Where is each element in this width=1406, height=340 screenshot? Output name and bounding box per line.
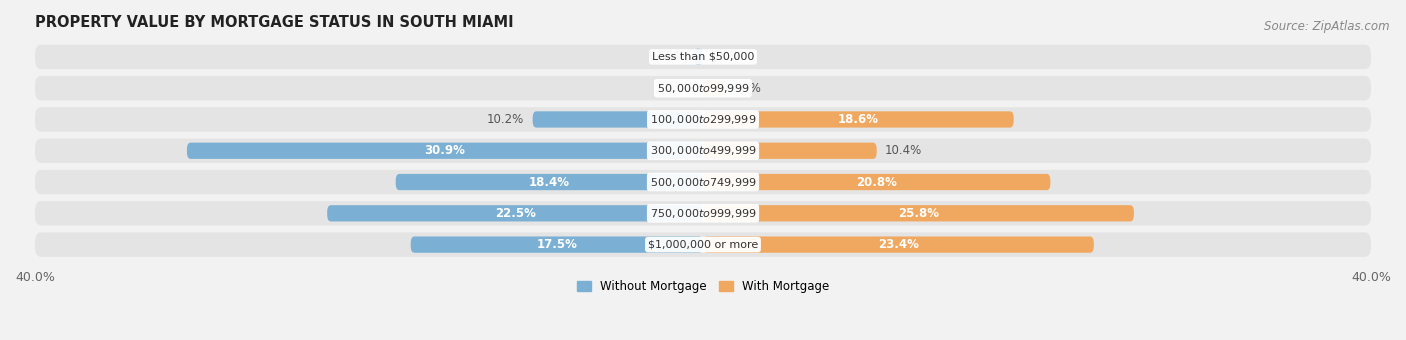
- FancyBboxPatch shape: [35, 76, 1371, 100]
- Text: 10.4%: 10.4%: [884, 144, 922, 157]
- Text: 25.8%: 25.8%: [898, 207, 939, 220]
- FancyBboxPatch shape: [703, 111, 1014, 128]
- Text: 0.0%: 0.0%: [665, 82, 695, 95]
- Text: 10.2%: 10.2%: [486, 113, 524, 126]
- FancyBboxPatch shape: [35, 138, 1371, 163]
- FancyBboxPatch shape: [187, 142, 703, 159]
- Text: 17.5%: 17.5%: [537, 238, 578, 251]
- FancyBboxPatch shape: [35, 233, 1371, 257]
- Text: $500,000 to $749,999: $500,000 to $749,999: [650, 175, 756, 189]
- FancyBboxPatch shape: [703, 205, 1133, 221]
- FancyBboxPatch shape: [693, 49, 703, 65]
- FancyBboxPatch shape: [328, 205, 703, 221]
- Text: Source: ZipAtlas.com: Source: ZipAtlas.com: [1264, 20, 1389, 33]
- FancyBboxPatch shape: [703, 80, 723, 96]
- Legend: Without Mortgage, With Mortgage: Without Mortgage, With Mortgage: [572, 276, 834, 298]
- Text: 18.6%: 18.6%: [838, 113, 879, 126]
- Text: 0.55%: 0.55%: [648, 50, 686, 63]
- Text: $100,000 to $299,999: $100,000 to $299,999: [650, 113, 756, 126]
- FancyBboxPatch shape: [35, 170, 1371, 194]
- Text: $750,000 to $999,999: $750,000 to $999,999: [650, 207, 756, 220]
- FancyBboxPatch shape: [533, 111, 703, 128]
- Text: 30.9%: 30.9%: [425, 144, 465, 157]
- Text: PROPERTY VALUE BY MORTGAGE STATUS IN SOUTH MIAMI: PROPERTY VALUE BY MORTGAGE STATUS IN SOU…: [35, 15, 513, 30]
- Text: 22.5%: 22.5%: [495, 207, 536, 220]
- Text: 20.8%: 20.8%: [856, 175, 897, 189]
- FancyBboxPatch shape: [703, 142, 877, 159]
- Text: 0.0%: 0.0%: [711, 50, 741, 63]
- FancyBboxPatch shape: [411, 237, 703, 253]
- Text: 23.4%: 23.4%: [877, 238, 920, 251]
- FancyBboxPatch shape: [395, 174, 703, 190]
- Text: $50,000 to $99,999: $50,000 to $99,999: [657, 82, 749, 95]
- Text: 18.4%: 18.4%: [529, 175, 569, 189]
- FancyBboxPatch shape: [35, 107, 1371, 132]
- Text: $300,000 to $499,999: $300,000 to $499,999: [650, 144, 756, 157]
- FancyBboxPatch shape: [703, 174, 1050, 190]
- Text: 1.2%: 1.2%: [731, 82, 761, 95]
- Text: $1,000,000 or more: $1,000,000 or more: [648, 240, 758, 250]
- FancyBboxPatch shape: [35, 201, 1371, 225]
- Text: Less than $50,000: Less than $50,000: [652, 52, 754, 62]
- FancyBboxPatch shape: [35, 45, 1371, 69]
- FancyBboxPatch shape: [703, 237, 1094, 253]
